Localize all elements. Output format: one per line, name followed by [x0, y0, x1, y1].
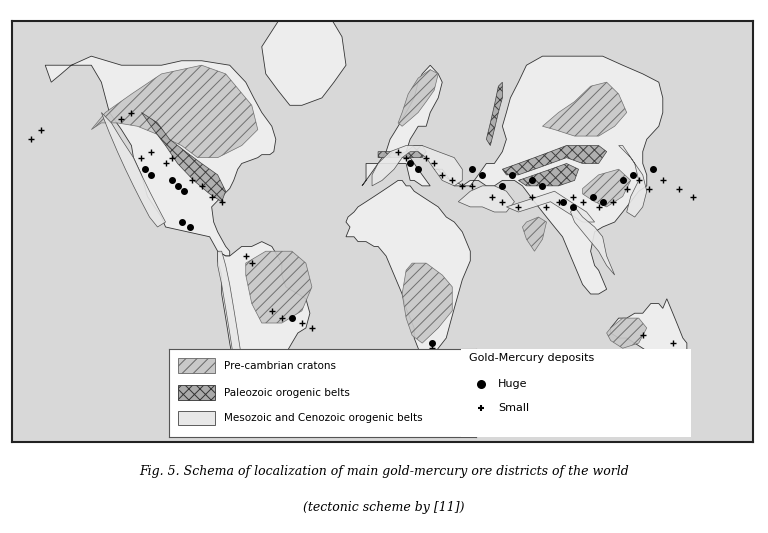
Polygon shape — [101, 112, 166, 227]
Polygon shape — [458, 186, 515, 212]
FancyBboxPatch shape — [178, 385, 215, 400]
Polygon shape — [607, 318, 647, 348]
Text: Paleozoic orogenic belts: Paleozoic orogenic belts — [224, 387, 350, 398]
Polygon shape — [372, 146, 462, 186]
Polygon shape — [217, 241, 310, 421]
Polygon shape — [611, 299, 687, 369]
FancyBboxPatch shape — [178, 411, 215, 425]
Polygon shape — [571, 207, 614, 275]
Text: Huge: Huge — [498, 379, 528, 389]
Polygon shape — [91, 65, 258, 158]
Text: Fig. 5. Schema of localization of main gold-mercury ore districts of the world: Fig. 5. Schema of localization of main g… — [139, 465, 629, 478]
Polygon shape — [506, 191, 594, 222]
Point — [475, 403, 487, 412]
Polygon shape — [398, 70, 439, 126]
Polygon shape — [378, 146, 426, 158]
Text: Mesozoic and Cenozoic orogenic belts: Mesozoic and Cenozoic orogenic belts — [224, 413, 423, 423]
Polygon shape — [583, 169, 631, 207]
Polygon shape — [217, 251, 246, 398]
FancyBboxPatch shape — [178, 359, 215, 373]
Polygon shape — [522, 217, 547, 251]
Text: Small: Small — [498, 403, 529, 413]
Polygon shape — [502, 146, 607, 175]
Polygon shape — [246, 251, 312, 323]
Polygon shape — [518, 164, 578, 186]
Polygon shape — [402, 263, 452, 343]
Text: Gold-Mercury deposits: Gold-Mercury deposits — [469, 353, 594, 363]
Polygon shape — [141, 112, 226, 201]
Polygon shape — [45, 56, 276, 256]
Polygon shape — [542, 82, 627, 136]
Polygon shape — [486, 82, 502, 146]
Polygon shape — [262, 3, 346, 106]
Polygon shape — [346, 180, 470, 364]
Text: (tectonic scheme by [11]): (tectonic scheme by [11]) — [303, 501, 465, 514]
Polygon shape — [619, 146, 647, 217]
Text: Pre-cambrian cratons: Pre-cambrian cratons — [224, 360, 336, 370]
Point — [475, 380, 487, 389]
Polygon shape — [362, 65, 442, 186]
Polygon shape — [434, 56, 663, 294]
